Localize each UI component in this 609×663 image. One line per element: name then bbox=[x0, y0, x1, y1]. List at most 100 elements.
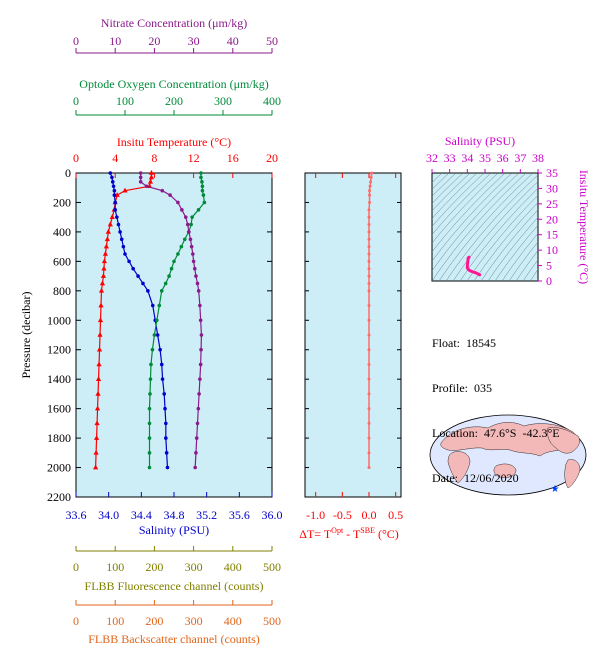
ts-isopycnal bbox=[432, 173, 457, 197]
temperature-axis-label: Insitu Temperature (°C) bbox=[117, 135, 231, 149]
temperature-point bbox=[99, 280, 106, 286]
delta-t-plot-background bbox=[304, 172, 402, 498]
delta-t-point bbox=[367, 230, 371, 234]
salinity-point bbox=[159, 362, 164, 367]
ts-temperature-tick-label: 5 bbox=[546, 259, 552, 273]
oxygen-point bbox=[172, 259, 176, 264]
nitrate-point bbox=[189, 244, 194, 249]
nitrate-point bbox=[187, 230, 191, 234]
delta-t-point bbox=[367, 362, 371, 366]
fluorescence-tick-label: 400 bbox=[224, 560, 242, 574]
temperature-point bbox=[148, 174, 155, 180]
nitrate-point bbox=[185, 222, 190, 227]
oxygen-tick-label: 100 bbox=[116, 94, 134, 108]
salinity-point bbox=[141, 281, 145, 286]
nitrate-point bbox=[199, 333, 204, 337]
ts-isopycnal bbox=[452, 181, 538, 281]
salinity-point bbox=[127, 259, 131, 264]
float-value: 18545 bbox=[466, 336, 497, 350]
profile-value: 035 bbox=[474, 381, 492, 395]
ts-isopycnal bbox=[522, 259, 538, 281]
location-value: 47.6°S -42.3°E bbox=[483, 426, 560, 440]
oxygen-point bbox=[148, 377, 153, 381]
backscatter-tick-label: 0 bbox=[73, 614, 79, 628]
ts-isopycnal bbox=[432, 173, 499, 244]
temperature-point bbox=[98, 302, 104, 308]
pressure-tick-label: 1200 bbox=[47, 343, 71, 357]
pressure-axis: Pressure (decibar) 0 200 400 600 800 1000 1200… bbox=[19, 166, 272, 504]
salinity-tick-label: 34.8 bbox=[164, 508, 185, 522]
ts-isopycnal bbox=[432, 173, 471, 212]
temperature-point bbox=[101, 265, 107, 271]
nitrate-point bbox=[197, 392, 201, 396]
ts-temperature-tick-label: 15 bbox=[546, 228, 558, 242]
pressure-axis-label: Pressure (decibar) bbox=[19, 292, 33, 379]
delta-t-point bbox=[367, 451, 371, 455]
salinity-tick-label: 35.2 bbox=[196, 508, 217, 522]
ts-isopycnal bbox=[432, 173, 443, 183]
ts-isopycnal bbox=[432, 173, 506, 253]
ts-temperature-label: Insitu Temperature (°C) bbox=[577, 170, 591, 284]
nitrate-point bbox=[144, 184, 149, 189]
ts-temperature-tick-label: 30 bbox=[546, 181, 558, 195]
ts-temperature-tick-label: 20 bbox=[546, 212, 558, 226]
float-row: Float: 18545 bbox=[432, 336, 560, 351]
profile-label: Profile: bbox=[432, 381, 468, 395]
oxygen-point bbox=[147, 406, 152, 411]
nitrate-point bbox=[194, 451, 198, 455]
temperature-tick-label: 20 bbox=[266, 151, 278, 165]
main-profile-panel: Nitrate Concentration (μm/kg) 0 10 20 30 40 5… bbox=[19, 16, 283, 646]
temperature-point bbox=[122, 187, 128, 193]
salinity-point bbox=[113, 208, 117, 212]
temperature-point bbox=[95, 376, 102, 381]
salinity-point bbox=[158, 347, 162, 352]
oxygen-point bbox=[148, 392, 152, 396]
pressure-tick-label: 1800 bbox=[47, 431, 71, 445]
nitrate-point bbox=[198, 377, 202, 381]
delta-t-point bbox=[367, 392, 371, 396]
map-continent-eurasia bbox=[440, 422, 577, 457]
ts-temperature-tick-label: 10 bbox=[546, 243, 558, 257]
delta-t-point bbox=[370, 171, 374, 175]
delta-t-point bbox=[367, 466, 371, 470]
temperature-axis: Insitu Temperature (°C) 0 4 8 12 16 20 bbox=[73, 135, 278, 178]
temperature-point bbox=[148, 170, 155, 175]
nitrate-point bbox=[176, 200, 180, 205]
delta-t-point bbox=[367, 252, 371, 256]
salinity-point bbox=[121, 244, 126, 249]
oxygen-point bbox=[200, 188, 205, 193]
oxygen-point bbox=[201, 193, 206, 197]
oxygen-point bbox=[155, 318, 159, 323]
salinity-point bbox=[150, 303, 155, 308]
ts-isopycnal bbox=[432, 173, 492, 235]
nitrate-point bbox=[191, 259, 196, 264]
ts-salinity-tick-label: 32 bbox=[426, 151, 438, 165]
oxygen-point bbox=[182, 237, 187, 242]
ts-isopycnal bbox=[432, 173, 450, 190]
pressure-tick-label: 600 bbox=[53, 254, 71, 268]
pressure-tick-label: 1600 bbox=[47, 402, 71, 416]
oxygen-axis-label: Optode Oxygen Concentration (μm/kg) bbox=[79, 77, 268, 91]
delta-t-point bbox=[369, 175, 373, 179]
delta-t-point bbox=[367, 274, 371, 278]
temperature-tick-label: 4 bbox=[112, 151, 118, 165]
oxygen-point bbox=[179, 244, 184, 249]
temperature-point bbox=[94, 405, 101, 411]
fluorescence-tick-label: 300 bbox=[185, 560, 203, 574]
nitrate-point bbox=[193, 465, 197, 470]
salinity-point bbox=[115, 215, 119, 219]
delta-t-point bbox=[367, 215, 371, 219]
temperature-point bbox=[93, 464, 99, 470]
fluorescence-tick-label: 0 bbox=[73, 560, 79, 574]
delta-t-point bbox=[367, 223, 371, 227]
delta-t-point bbox=[367, 245, 371, 249]
delta-t-point bbox=[368, 189, 372, 193]
oxygen-point bbox=[176, 252, 180, 256]
nitrate-tick-label: 40 bbox=[227, 34, 239, 48]
delta-t-point bbox=[368, 184, 372, 188]
temperature-point bbox=[97, 332, 103, 337]
salinity-point bbox=[110, 180, 115, 184]
oxygen-point bbox=[167, 274, 171, 278]
salinity-point bbox=[112, 193, 117, 197]
